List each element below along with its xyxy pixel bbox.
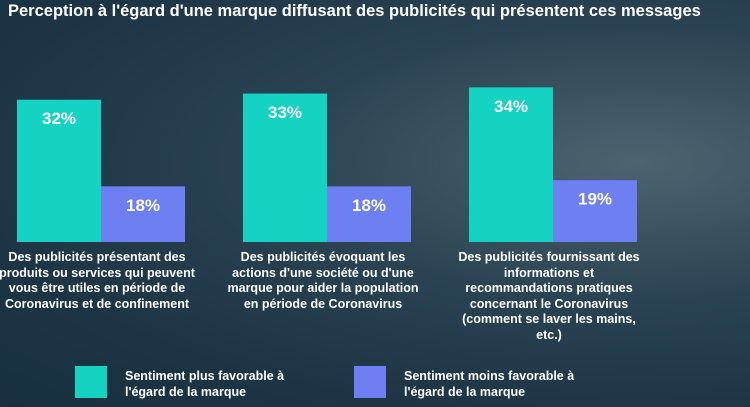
value-label: 18% (126, 196, 160, 215)
bar (553, 180, 637, 242)
legend-label: Sentiment plus favorable à l'égard de la… (125, 369, 285, 399)
bar (17, 99, 101, 242)
value-label: 19% (578, 190, 612, 209)
legend-label: Sentiment moins favorable à l'égard de l… (404, 369, 575, 399)
bar (101, 186, 185, 242)
value-label: 34% (494, 97, 528, 116)
bar (469, 87, 553, 243)
x-tick-label: Des publicités évoquant les actions d'un… (227, 250, 419, 311)
chart-title: Perception à l'égard d'une marque diffus… (8, 2, 701, 20)
bar (327, 186, 411, 242)
value-label: 33% (268, 103, 302, 122)
bar (243, 93, 327, 242)
legend-swatch (75, 366, 107, 398)
x-tick-label: Des publicités fournissant des informati… (458, 250, 640, 342)
legend-swatch (354, 366, 386, 398)
value-label: 18% (352, 196, 386, 215)
value-label: 32% (42, 109, 76, 128)
x-tick-label: Des publicités présentant des produits o… (0, 250, 195, 311)
